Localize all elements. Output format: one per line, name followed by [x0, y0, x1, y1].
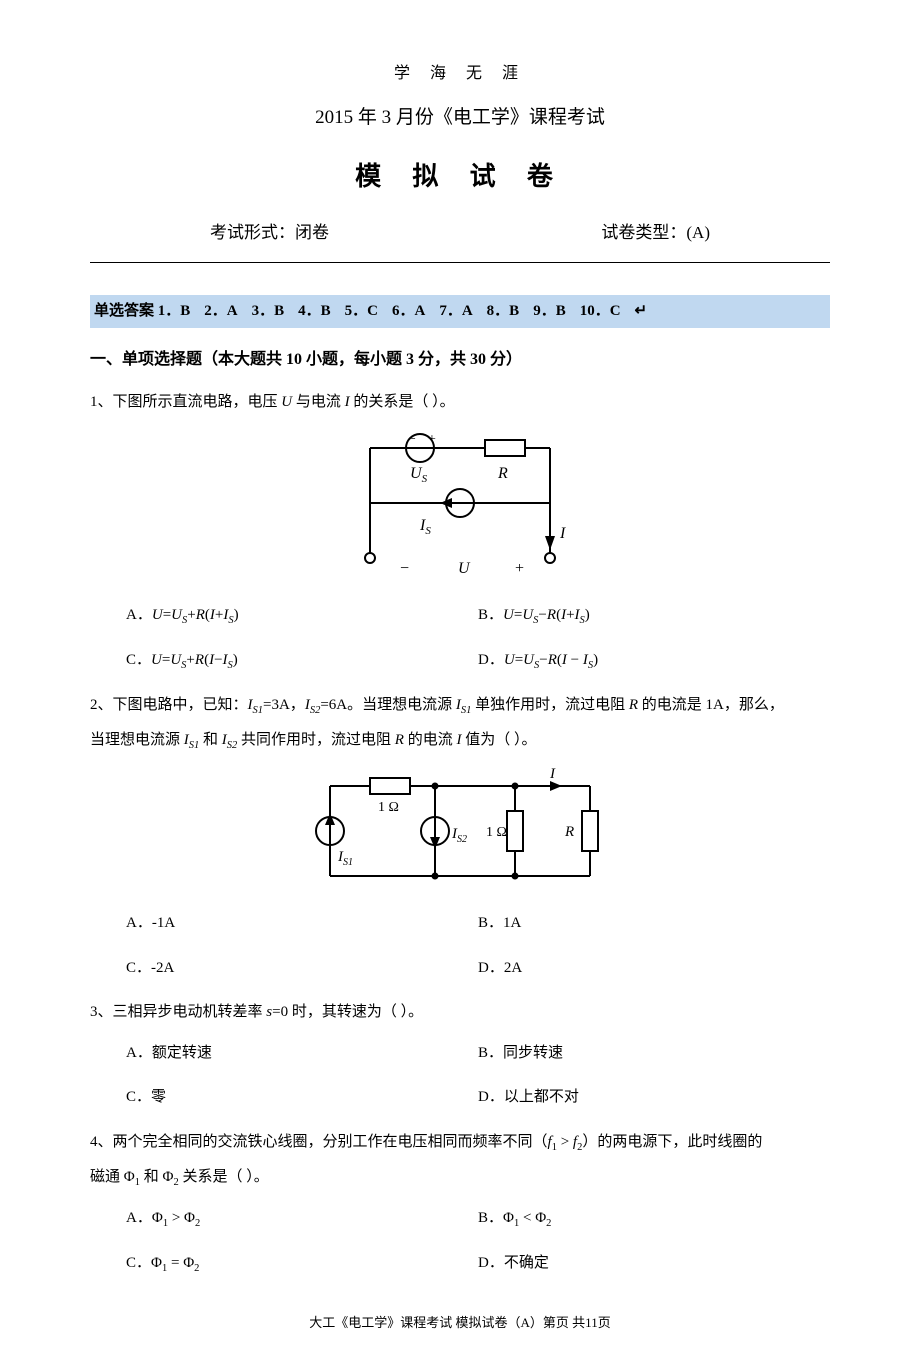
- svg-text:+: +: [515, 560, 524, 577]
- svg-text:1 Ω: 1 Ω: [378, 800, 399, 815]
- q2-opt-d: D．2A: [478, 951, 830, 986]
- exam-title: 2015 年 3 月份《电工学》课程考试: [90, 101, 830, 135]
- question-4: 4、两个完全相同的交流铁心线圈，分别工作在电压相同而频率不同（f1 > f2）的…: [90, 1125, 830, 1282]
- question-2: 2、下图电路中，已知：IS1=3A，IS2=6A。当理想电流源 IS1 单独作用…: [90, 688, 830, 985]
- q2-circuit-diagram: IS1 1 Ω IS2 1 Ω R I: [300, 766, 620, 896]
- svg-text:IS2: IS2: [451, 826, 467, 845]
- ans-7: 7．A: [439, 298, 472, 325]
- q4-opt-b: B．Φ1 < Φ2: [478, 1201, 830, 1236]
- q4-text: 4、两个完全相同的交流铁心线圈，分别工作在电压相同而频率不同（f1 > f2）的…: [90, 1125, 830, 1195]
- q1-opt-d: D．U=US−R(I − IS): [478, 643, 830, 678]
- svg-text:IS1: IS1: [337, 849, 353, 868]
- q3-opt-c: C．零: [126, 1080, 478, 1115]
- q1-mid: 与电流: [292, 394, 345, 410]
- ans-1: 单选答案 1．B: [94, 298, 190, 325]
- q1-text: 1、下图所示直流电路，电压 U 与电流 I 的关系是（ ）。: [90, 385, 830, 420]
- ans-5: 5．C: [345, 298, 378, 325]
- q3-text: 3、三相异步电动机转差率 s=0 时，其转速为（ ）。: [90, 995, 830, 1030]
- ans-9: 9．B: [533, 298, 566, 325]
- exam-format-left: 考试形式：闭卷: [210, 218, 329, 249]
- question-3: 3、三相异步电动机转差率 s=0 时，其转速为（ ）。 A．额定转速 B．同步转…: [90, 995, 830, 1115]
- ans-8: 8．B: [487, 298, 520, 325]
- q1-pre: 1、下图所示直流电路，电压: [90, 394, 281, 410]
- header-tag: 学 海 无 涯: [90, 60, 830, 89]
- svg-text:R: R: [497, 465, 508, 482]
- q3-options: A．额定转速 B．同步转速 C．零 D．以上都不对: [90, 1036, 830, 1115]
- q3-opt-b: B．同步转速: [478, 1036, 830, 1071]
- svg-text:−: −: [400, 560, 409, 577]
- q4-opt-a: A．Φ1 > Φ2: [126, 1201, 478, 1236]
- ans-2: 2．A: [204, 298, 237, 325]
- q2-options: A．-1A B．1A C．-2A D．2A: [90, 906, 830, 985]
- svg-text:R: R: [564, 824, 574, 840]
- svg-text:1 Ω: 1 Ω: [486, 825, 507, 840]
- q1-suf: 的关系是（ ）。: [350, 394, 455, 410]
- divider: [90, 262, 830, 263]
- q2-opt-a: A．-1A: [126, 906, 478, 941]
- q4-opt-d: D．不确定: [478, 1246, 830, 1281]
- mock-title: 模 拟 试 卷: [90, 153, 830, 200]
- q1-opt-b: B．U=US−R(I+IS): [478, 598, 830, 633]
- q1-u: U: [281, 394, 292, 410]
- exam-format-right: 试卷类型：(A): [601, 218, 710, 249]
- question-1: 1、下图所示直流电路，电压 U 与电流 I 的关系是（ ）。 − + US R …: [90, 385, 830, 678]
- ans-10: 10．C: [580, 298, 621, 325]
- svg-text:U: U: [458, 560, 471, 577]
- q1-circuit-diagram: − + US R IS I − U +: [320, 428, 600, 588]
- q4-opt-c: C．Φ1 = Φ2: [126, 1246, 478, 1281]
- svg-text:I: I: [559, 525, 566, 542]
- svg-text:I: I: [549, 766, 556, 782]
- ans-4: 4．B: [298, 298, 331, 325]
- q1-options: A．U=US+R(I+IS) B．U=US−R(I+IS) C．U=US+R(I…: [90, 598, 830, 678]
- answer-key: 单选答案 1．B 2．A 3．B 4．B 5．C 6．A 7．A 8．B 9．B…: [90, 295, 830, 328]
- q1-opt-a: A．U=US+R(I+IS): [126, 598, 478, 633]
- q1-opt-c: C．U=US+R(I−IS): [126, 643, 478, 678]
- svg-text:+: +: [428, 432, 436, 447]
- q3-opt-a: A．额定转速: [126, 1036, 478, 1071]
- svg-text:−: −: [408, 432, 416, 447]
- section-1-title: 一、单项选择题（本大题共 10 小题，每小题 3 分，共 30 分）: [90, 346, 830, 375]
- q2-opt-c: C．-2A: [126, 951, 478, 986]
- svg-text:IS: IS: [419, 517, 431, 537]
- ans-end: ↵: [635, 298, 648, 325]
- q4-options: A．Φ1 > Φ2 B．Φ1 < Φ2 C．Φ1 = Φ2 D．不确定: [90, 1201, 830, 1281]
- q2-text: 2、下图电路中，已知：IS1=3A，IS2=6A。当理想电流源 IS1 单独作用…: [90, 688, 830, 758]
- exam-format-row: 考试形式：闭卷 试卷类型：(A): [90, 218, 830, 249]
- ans-6: 6．A: [392, 298, 425, 325]
- q2-opt-b: B．1A: [478, 906, 830, 941]
- ans-3: 3．B: [252, 298, 285, 325]
- q3-opt-d: D．以上都不对: [478, 1080, 830, 1115]
- page-footer: 大工《电工学》课程考试 模拟试卷（A）第页 共11页: [90, 1311, 830, 1334]
- svg-text:US: US: [410, 465, 428, 485]
